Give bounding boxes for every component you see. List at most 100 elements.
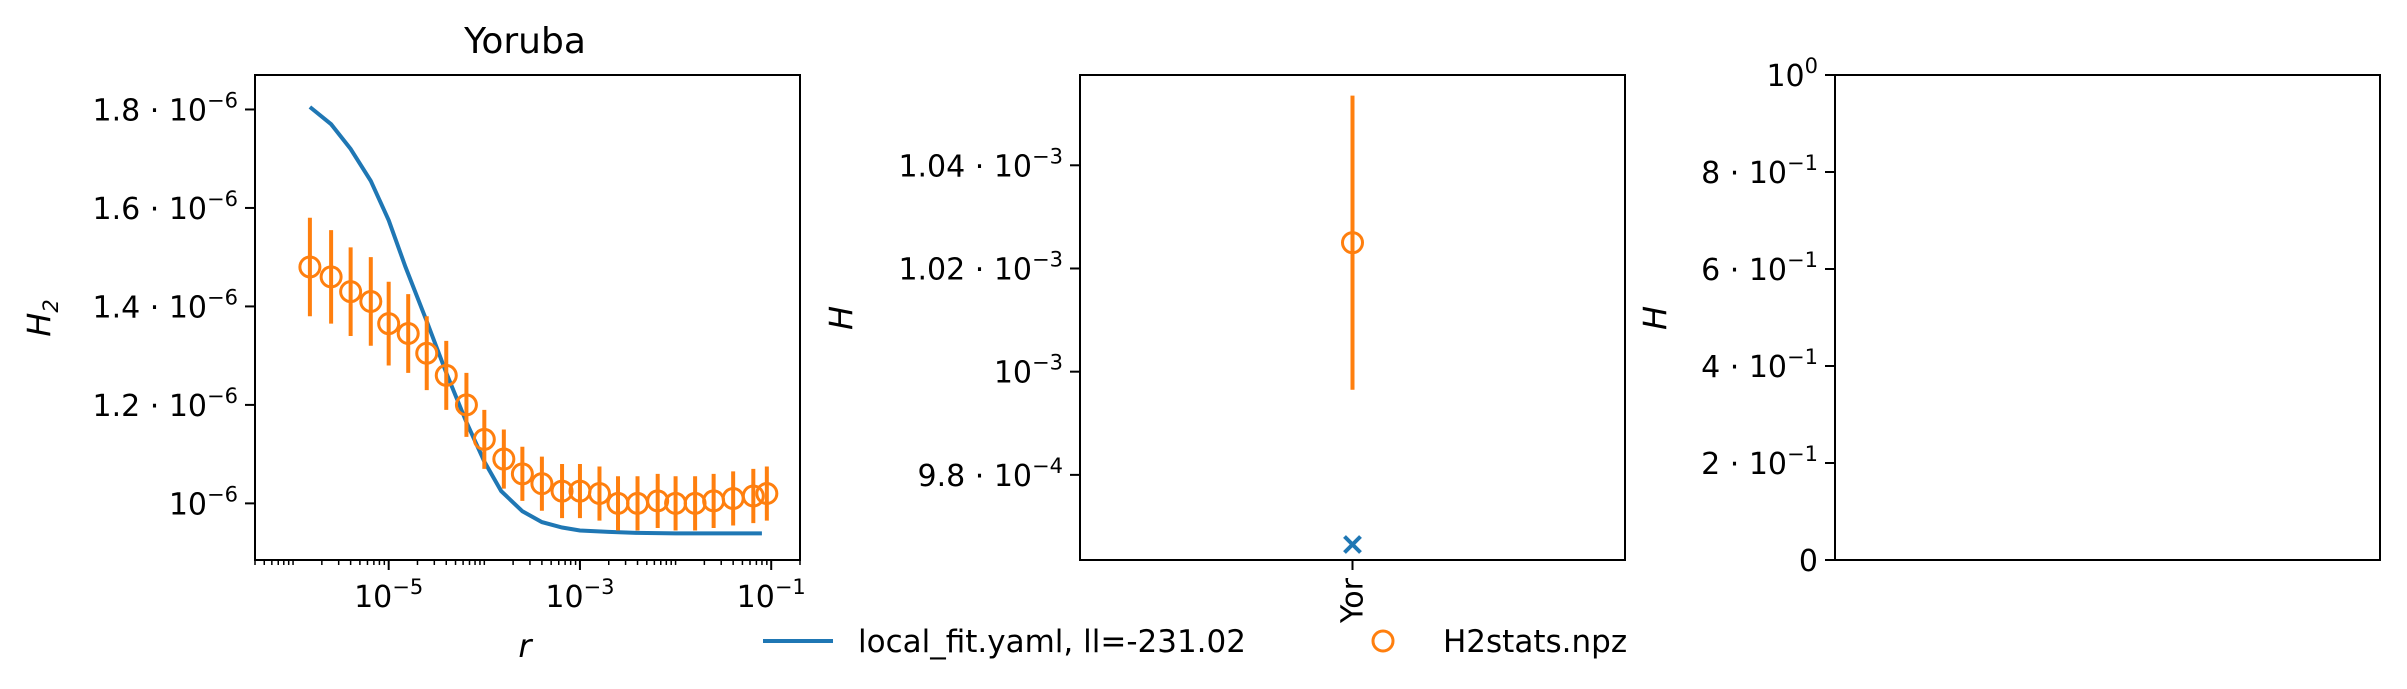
panel-3-ylabel: H — [1636, 306, 1674, 330]
y-tick-label: 100 — [1766, 54, 1818, 94]
y-tick-label: 1.04 · 10−3 — [898, 144, 1063, 184]
data-point-h2stats — [339, 280, 363, 304]
y-tick-label-exponent: −1 — [1787, 442, 1818, 466]
panel-1-xlabel: r — [518, 627, 533, 665]
y-tick-label-exponent: −6 — [207, 384, 238, 408]
y-tick-label-exponent: 0 — [1805, 54, 1818, 78]
y-tick-label: 10−6 — [169, 482, 238, 522]
data-point-h2stats — [319, 265, 343, 289]
data-point-h2stats — [510, 462, 534, 486]
data-point-h2stats — [377, 312, 401, 336]
y-tick-label-base: 10 — [169, 192, 207, 227]
legend: local_fit.yaml, ll=-231.02 H2stats.npz — [763, 624, 1627, 660]
x-tick-label-category: Yor — [1336, 577, 1371, 624]
panel-1-title: Yoruba — [463, 21, 586, 62]
y-tick-label-base: 10 — [169, 290, 207, 325]
y-tick-label-mantissa: 1.02 · — [898, 252, 993, 287]
data-point-h2stats — [415, 341, 439, 365]
y-tick-label: 1.02 · 10−3 — [898, 247, 1063, 287]
y-tick-label-base: 10 — [1749, 350, 1787, 385]
panel-2-plot-area — [1341, 95, 1364, 554]
y-tick-label: 4 · 10−1 — [1701, 345, 1818, 385]
y-tick-label-base: 10 — [169, 487, 207, 522]
y-tick-label-exponent: −6 — [207, 285, 238, 309]
y-tick-label: 1.8 · 10−6 — [93, 88, 238, 128]
data-point-h2stats — [298, 255, 322, 279]
data-point-h2stats — [741, 484, 765, 508]
data-point-h2stats — [550, 479, 574, 503]
x-tick-label-exponent: −1 — [775, 575, 806, 599]
y-tick-label-exponent: −6 — [207, 88, 238, 112]
y-tick-label-base: 10 — [994, 459, 1032, 494]
data-point-h2stats — [454, 393, 478, 417]
y-tick-label-base: 10 — [994, 356, 1032, 391]
data-point-h2stats — [646, 489, 670, 513]
y-tick-label-mantissa: 9.8 · — [918, 459, 994, 494]
y-tick-label-mantissa: 6 · — [1701, 253, 1749, 288]
data-point-h2stats — [396, 322, 420, 346]
data-point-h2stats — [1341, 231, 1364, 255]
y-tick-label-base: 10 — [994, 252, 1032, 287]
data-point-h2stats — [359, 289, 383, 313]
y-tick-label: 6 · 10−1 — [1701, 248, 1818, 288]
y-tick-label-exponent: −1 — [1787, 151, 1818, 175]
y-tick-label-mantissa: 2 · — [1701, 447, 1749, 482]
x-tick-label-base: 10 — [545, 580, 583, 615]
fit-line-local_fit — [308, 105, 762, 536]
y-tick-label: 1.6 · 10−6 — [93, 187, 238, 227]
y-tick-label-base: 10 — [1766, 59, 1804, 94]
data-point-h2stats — [530, 472, 554, 496]
data-point-h2stats — [472, 427, 496, 451]
data-point-h2stats — [587, 482, 611, 506]
y-tick-label-base: 10 — [1749, 253, 1787, 288]
y-tick-label: 2 · 10−1 — [1701, 442, 1818, 482]
y-tick-label-mantissa: 1.04 · — [898, 149, 993, 184]
panel-1: Yoruba 10−5 10−3 10−11.8 · 10−61.6 · 10−61… — [20, 21, 806, 665]
legend-circle-swatch — [1371, 629, 1395, 653]
x-tick-label-base: 10 — [354, 580, 392, 615]
y-tick-label-base: 10 — [169, 93, 207, 128]
y-tick-label-exponent: −4 — [1032, 454, 1063, 478]
y-tick-label: 1.4 · 10−6 — [93, 285, 238, 325]
x-tick-label: 10−5 — [354, 575, 423, 615]
y-tick-label-mantissa: 8 · — [1701, 156, 1749, 191]
model-x-marker-stroke-b — [1343, 535, 1362, 554]
x-tick-label: 10−3 — [545, 575, 614, 615]
y-tick-label: 9.8 · 10−4 — [918, 454, 1063, 494]
y-tick-label: 1.2 · 10−6 — [93, 384, 238, 424]
panel-1-plot-area — [298, 105, 779, 536]
panel-2-ylabel: H — [822, 306, 860, 330]
y-tick-label: 0 — [1799, 544, 1818, 579]
legend-label-data: H2stats.npz — [1443, 624, 1627, 660]
x-tick-label: 10−1 — [737, 575, 806, 615]
y-tick-label-mantissa: 1.8 · — [93, 93, 169, 128]
y-tick-label-base: 10 — [1749, 156, 1787, 191]
x-tick-label-exponent: −5 — [392, 575, 423, 599]
x-tick-label-base: 10 — [737, 580, 775, 615]
x-tick-label-exponent: −3 — [584, 575, 615, 599]
y-tick-label-exponent: −1 — [1787, 248, 1818, 272]
y-tick-label-exponent: −6 — [207, 187, 238, 211]
y-tick-label-exponent: −3 — [1032, 247, 1063, 271]
y-tick-label-exponent: −3 — [1032, 144, 1063, 168]
y-tick-label-base: 10 — [169, 389, 207, 424]
y-tick-label-mantissa: 4 · — [1701, 350, 1749, 385]
y-tick-label-mantissa: 0 — [1799, 544, 1818, 579]
y-tick-label-exponent: −1 — [1787, 345, 1818, 369]
data-point-h2stats — [434, 363, 458, 387]
y-tick-label-mantissa: 1.6 · — [93, 192, 169, 227]
y-tick-label-mantissa: 1.4 · — [93, 290, 169, 325]
y-tick-label: 8 · 10−1 — [1701, 151, 1818, 191]
data-point-h2stats — [492, 447, 516, 471]
data-point-h2stats — [755, 482, 779, 506]
y-tick-label-exponent: −6 — [207, 482, 238, 506]
y-tick-label-base: 10 — [1749, 447, 1787, 482]
y-tick-label-mantissa: 1.2 · — [93, 389, 169, 424]
panel-1-frame — [254, 74, 801, 561]
panel-3-frame — [1834, 74, 2381, 561]
